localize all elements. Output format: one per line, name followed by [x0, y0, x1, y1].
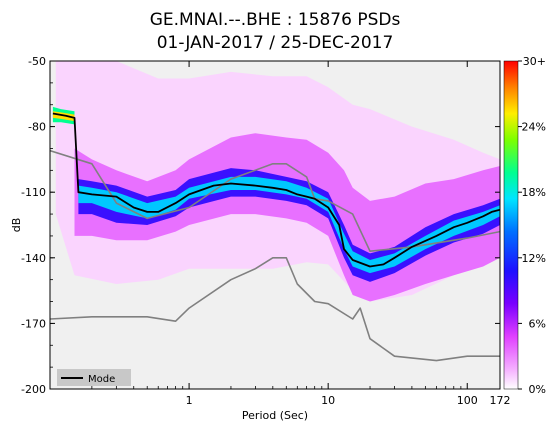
chart-subtitle: 01-JAN-2017 / 25-DEC-2017 [157, 33, 394, 53]
y-axis-label: dB [10, 218, 23, 233]
colorbar-tick-label: 0% [529, 383, 546, 396]
y-tick-label: -80 [28, 121, 46, 134]
colorbar [503, 60, 519, 390]
x-axis-label: Period (Sec) [242, 409, 308, 422]
colorbar-tick-label: 30+ [523, 55, 546, 68]
mode-line [52, 112, 500, 268]
plot-frame [49, 60, 501, 390]
density-band-high [78, 176, 500, 274]
y-tick-label: -200 [21, 383, 46, 396]
y-tick-label: -110 [21, 186, 46, 199]
colorbar-tick-label: 18% [522, 186, 546, 199]
x-tick-label: 1 [186, 394, 193, 407]
x-tick-label: 172 [490, 394, 511, 407]
legend: Mode [57, 369, 131, 386]
legend-mode-label: Mode [88, 374, 115, 385]
colorbar-tick-label: 6% [529, 317, 546, 330]
nlnm-line [50, 257, 500, 362]
y-tick-label: -50 [28, 55, 46, 68]
x-tick-label: 100 [457, 394, 478, 407]
colorbar-tick-label: 12% [522, 252, 546, 265]
colorbar-tick-label: 24% [522, 121, 546, 134]
y-tick-label: -170 [21, 317, 46, 330]
chart-title: GE.MNAI.--.BHE : 15876 PSDs [150, 10, 401, 30]
x-tick-label: 10 [321, 394, 335, 407]
y-tick-label: -140 [21, 252, 46, 265]
legend-box [57, 369, 131, 386]
nhnm-line [50, 149, 500, 252]
